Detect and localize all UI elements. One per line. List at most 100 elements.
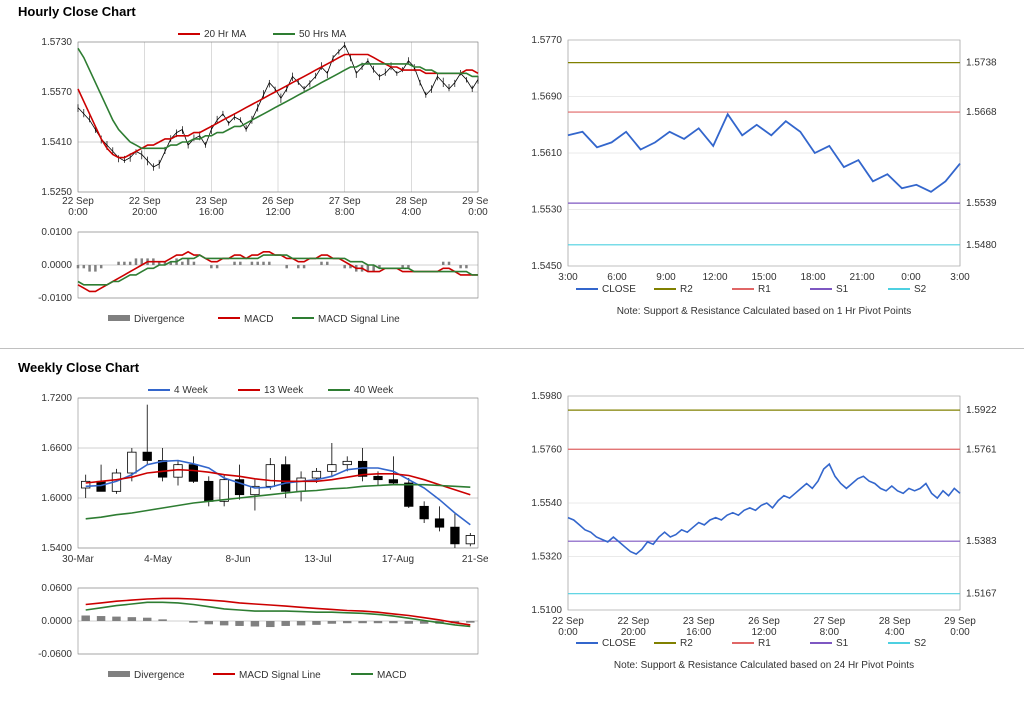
svg-text:0.0100: 0.0100: [41, 227, 72, 238]
svg-text:1.6600: 1.6600: [41, 443, 72, 454]
svg-text:18:00: 18:00: [800, 272, 825, 283]
svg-text:1.5668: 1.5668: [966, 107, 997, 118]
svg-text:15:00: 15:00: [751, 272, 776, 283]
svg-text:21:00: 21:00: [849, 272, 874, 283]
svg-text:1.5383: 1.5383: [966, 536, 997, 547]
svg-text:MACD Signal Line: MACD Signal Line: [318, 314, 400, 325]
hourly-section: Hourly Close Chart: [18, 4, 1006, 25]
svg-text:16:00: 16:00: [199, 207, 224, 218]
svg-text:30-Mar: 30-Mar: [62, 554, 94, 565]
svg-text:1.7200: 1.7200: [41, 393, 72, 404]
svg-text:MACD: MACD: [377, 670, 406, 681]
svg-text:1.5738: 1.5738: [966, 58, 997, 69]
section-divider: [0, 348, 1024, 349]
svg-text:1.5400: 1.5400: [41, 543, 72, 554]
svg-text:0:00: 0:00: [68, 207, 88, 218]
svg-text:1.5540: 1.5540: [531, 498, 562, 509]
svg-text:R2: R2: [680, 284, 693, 295]
svg-text:22 Sep: 22 Sep: [552, 616, 584, 627]
svg-text:12:00: 12:00: [751, 627, 776, 638]
svg-text:4:00: 4:00: [402, 207, 422, 218]
svg-text:4 Week: 4 Week: [174, 385, 209, 396]
hourly-price-chart: 20 Hr MA50 Hrs MA1.52501.54101.55701.573…: [18, 24, 488, 224]
svg-text:29 Sep: 29 Sep: [944, 616, 976, 627]
svg-text:17-Aug: 17-Aug: [382, 554, 414, 565]
svg-text:S2: S2: [914, 638, 927, 649]
svg-text:8:00: 8:00: [335, 207, 355, 218]
svg-text:8:00: 8:00: [820, 627, 840, 638]
svg-text:1.5570: 1.5570: [41, 87, 72, 98]
svg-text:13-Jul: 13-Jul: [304, 554, 331, 565]
hourly-title: Hourly Close Chart: [18, 4, 1006, 19]
svg-text:-0.0100: -0.0100: [38, 293, 72, 304]
svg-text:22 Sep: 22 Sep: [617, 616, 649, 627]
weekly-macd-chart: -0.06000.00000.0600DivergenceMACD Signal…: [18, 582, 488, 692]
svg-text:1.5480: 1.5480: [966, 240, 997, 251]
svg-text:20:00: 20:00: [621, 627, 646, 638]
svg-text:4:00: 4:00: [885, 627, 905, 638]
svg-text:20:00: 20:00: [132, 207, 157, 218]
svg-text:22 Sep: 22 Sep: [62, 196, 94, 207]
svg-text:1.5922: 1.5922: [966, 405, 997, 416]
svg-text:1.5539: 1.5539: [966, 198, 997, 209]
svg-text:1.5770: 1.5770: [531, 35, 562, 46]
svg-text:1.5980: 1.5980: [531, 391, 562, 402]
svg-text:1.5410: 1.5410: [41, 137, 72, 148]
svg-text:MACD Signal Line: MACD Signal Line: [239, 670, 321, 681]
svg-text:0:00: 0:00: [558, 627, 578, 638]
svg-text:28 Sep: 28 Sep: [879, 616, 911, 627]
svg-text:1.5100: 1.5100: [531, 605, 562, 616]
svg-text:1.5320: 1.5320: [531, 552, 562, 563]
svg-text:27 Sep: 27 Sep: [329, 196, 361, 207]
svg-text:27 Sep: 27 Sep: [813, 616, 845, 627]
svg-text:4-May: 4-May: [144, 554, 172, 565]
weekly-section: Weekly Close Chart: [18, 360, 1006, 381]
svg-text:1.5610: 1.5610: [531, 148, 562, 159]
svg-text:CLOSE: CLOSE: [602, 638, 636, 649]
svg-text:22 Sep: 22 Sep: [129, 196, 161, 207]
svg-text:1.6000: 1.6000: [41, 493, 72, 504]
svg-text:R2: R2: [680, 638, 693, 649]
hourly-macd-chart: -0.0100 0.0000 0.0100 Divergence MACD MACD Si…: [18, 226, 488, 336]
svg-text:12:00: 12:00: [702, 272, 727, 283]
svg-text:S1: S1: [836, 638, 849, 649]
svg-text:1.5450: 1.5450: [531, 261, 562, 272]
svg-text:1.5760: 1.5760: [531, 445, 562, 456]
weekly-price-chart: 4 Week13 Week40 Week1.54001.60001.66001.…: [18, 380, 488, 580]
svg-text:3:00: 3:00: [558, 272, 578, 283]
svg-text:MACD: MACD: [244, 314, 273, 325]
svg-text:3:00: 3:00: [950, 272, 970, 283]
svg-text:CLOSE: CLOSE: [602, 284, 636, 295]
svg-text:8-Jun: 8-Jun: [225, 554, 250, 565]
weekly-pivots-chart: 1.51001.53201.55401.57601.598022 Sep0:00…: [512, 390, 1006, 690]
svg-text:1.5761: 1.5761: [966, 444, 997, 455]
svg-text:0:00: 0:00: [468, 207, 488, 218]
svg-text:1.5530: 1.5530: [531, 205, 562, 216]
svg-text:0.0000: 0.0000: [41, 260, 72, 271]
svg-text:29 Sep: 29 Sep: [462, 196, 488, 207]
svg-text:1.5167: 1.5167: [966, 589, 997, 600]
svg-text:R1: R1: [758, 284, 771, 295]
svg-text:21-Sep: 21-Sep: [462, 554, 488, 565]
svg-text:0:00: 0:00: [901, 272, 921, 283]
svg-text:1.5690: 1.5690: [531, 92, 562, 103]
svg-text:20 Hr MA: 20 Hr MA: [204, 29, 247, 40]
svg-text:Divergence: Divergence: [134, 670, 185, 681]
svg-text:-0.0600: -0.0600: [38, 649, 72, 660]
svg-text:9:00: 9:00: [656, 272, 676, 283]
svg-text:26 Sep: 26 Sep: [262, 196, 294, 207]
svg-text:0.0600: 0.0600: [41, 583, 72, 594]
svg-text:S2: S2: [914, 284, 927, 295]
hourly-pivots-chart: 1.54501.55301.56101.56901.57703:006:009:…: [512, 34, 1006, 334]
svg-text:12:00: 12:00: [265, 207, 290, 218]
svg-text:16:00: 16:00: [686, 627, 711, 638]
svg-text:Divergence: Divergence: [134, 314, 185, 325]
svg-text:40 Week: 40 Week: [354, 385, 394, 396]
svg-text:50 Hrs MA: 50 Hrs MA: [299, 29, 347, 40]
svg-text:26 Sep: 26 Sep: [748, 616, 780, 627]
svg-text:R1: R1: [758, 638, 771, 649]
svg-text:Note: Support & Resistance Cal: Note: Support & Resistance Calculated ba…: [617, 306, 912, 317]
svg-text:Note: Support & Resistance Cal: Note: Support & Resistance Calculated ba…: [614, 660, 914, 671]
svg-text:1.5730: 1.5730: [41, 37, 72, 48]
weekly-title: Weekly Close Chart: [18, 360, 1006, 375]
